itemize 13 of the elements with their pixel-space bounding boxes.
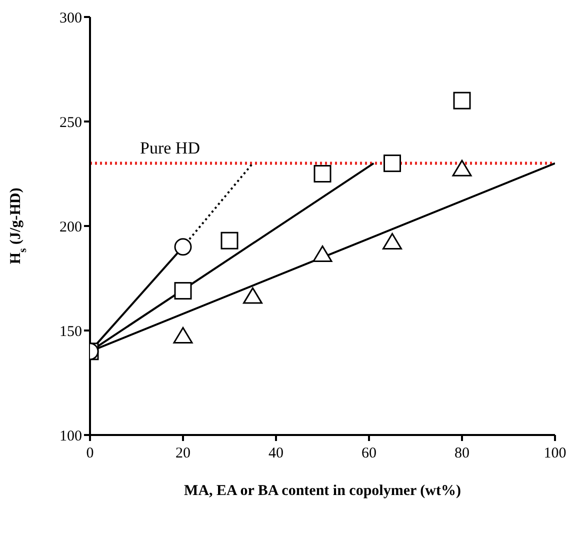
ref-line-label: Pure HD — [140, 138, 200, 158]
y-tick-label: 300 — [60, 10, 82, 26]
y-tick-label: 250 — [60, 114, 82, 131]
x-axis-title: MA, EA or BA content in copolymer (wt%) — [184, 483, 461, 499]
x-tick-label: 80 — [454, 446, 470, 462]
y-tick-label: 150 — [60, 324, 82, 340]
x-tick-label: 0 — [86, 446, 94, 462]
x-tick-label: 100 — [544, 446, 566, 462]
x-tick-label: 20 — [176, 446, 190, 462]
x-tick-label: 40 — [268, 446, 284, 462]
y-tick-label: 100 — [60, 428, 82, 444]
x-tick-label: 60 — [362, 446, 376, 462]
y-tick-label: 200 — [60, 219, 82, 236]
